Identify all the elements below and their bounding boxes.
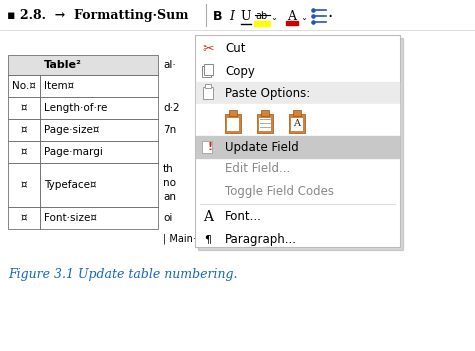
Bar: [8, 207, 40, 229]
Bar: [259, 118, 271, 131]
Bar: [198, 38, 403, 250]
Bar: [40, 75, 158, 97]
Text: A: A: [287, 11, 296, 24]
Text: ⌄: ⌄: [301, 13, 307, 22]
Bar: [286, 21, 298, 25]
Text: ¤: ¤: [21, 103, 27, 113]
Bar: [8, 119, 40, 141]
Text: ¤: ¤: [21, 180, 27, 190]
Text: | Main·heading:·14·p: | Main·heading:·14·p: [163, 233, 263, 244]
Bar: [293, 110, 301, 116]
Text: I: I: [229, 11, 235, 24]
Text: Cut: Cut: [225, 42, 246, 55]
Text: ¤: ¤: [21, 147, 27, 157]
Bar: [254, 21, 270, 26]
Bar: [8, 75, 40, 97]
Text: Page·size¤: Page·size¤: [44, 125, 99, 135]
Text: ab: ab: [256, 11, 268, 21]
Text: Figure 3.1 Update table numbering.: Figure 3.1 Update table numbering.: [8, 268, 237, 281]
Text: al·: al·: [163, 60, 176, 70]
Bar: [8, 141, 40, 163]
Text: ⌄: ⌄: [270, 13, 277, 22]
Text: No.¤: No.¤: [12, 81, 36, 91]
Text: Paste Options:: Paste Options:: [225, 86, 310, 99]
Text: Font·size¤: Font·size¤: [44, 213, 97, 223]
Bar: [40, 141, 158, 163]
Text: Paragraph...: Paragraph...: [225, 232, 297, 245]
Bar: [195, 35, 400, 247]
Bar: [202, 66, 211, 77]
Bar: [196, 136, 399, 158]
Text: A: A: [203, 210, 213, 224]
Text: B: B: [213, 11, 223, 24]
Bar: [227, 118, 239, 131]
Text: ✂: ✂: [202, 42, 214, 56]
Bar: [8, 55, 158, 75]
Bar: [8, 163, 40, 207]
Text: oi: oi: [163, 213, 172, 223]
Text: !: !: [208, 142, 213, 152]
Text: Font...: Font...: [225, 211, 262, 224]
Bar: [40, 207, 158, 229]
Bar: [261, 110, 269, 116]
Text: Typeface¤: Typeface¤: [44, 180, 96, 190]
Bar: [205, 84, 211, 88]
Text: th: th: [163, 164, 174, 173]
Text: ▪ 2.8.  →  Formatting·Sum: ▪ 2.8. → Formatting·Sum: [7, 8, 189, 21]
Bar: [202, 141, 212, 153]
Bar: [204, 64, 213, 75]
Bar: [229, 110, 237, 116]
Bar: [291, 118, 303, 131]
Text: ¤: ¤: [21, 125, 27, 135]
Text: an: an: [163, 192, 176, 202]
Text: no: no: [163, 178, 176, 188]
Text: U: U: [241, 11, 251, 24]
Bar: [40, 119, 158, 141]
Text: Page·margi: Page·margi: [44, 147, 103, 157]
Bar: [0, 0, 475, 30]
Text: Edit Field...: Edit Field...: [225, 163, 290, 176]
Text: ·: ·: [327, 8, 332, 26]
Text: Table²: Table²: [44, 60, 82, 70]
Text: Length·of·re: Length·of·re: [44, 103, 107, 113]
Text: Update Field: Update Field: [225, 140, 299, 153]
Bar: [257, 114, 273, 133]
Text: A: A: [294, 119, 301, 128]
Text: Copy: Copy: [225, 65, 255, 78]
Text: Toggle Field Codes: Toggle Field Codes: [225, 185, 334, 198]
Bar: [203, 87, 213, 99]
Text: ¶: ¶: [205, 234, 211, 244]
Bar: [196, 104, 399, 136]
Bar: [289, 114, 305, 133]
Bar: [40, 97, 158, 119]
Bar: [40, 163, 158, 207]
Text: ¤: ¤: [21, 213, 27, 223]
Text: Item¤: Item¤: [44, 81, 74, 91]
Bar: [8, 97, 40, 119]
Bar: [196, 82, 399, 104]
Bar: [225, 114, 241, 133]
Text: 7n: 7n: [163, 125, 176, 135]
Text: d·2: d·2: [163, 103, 180, 113]
